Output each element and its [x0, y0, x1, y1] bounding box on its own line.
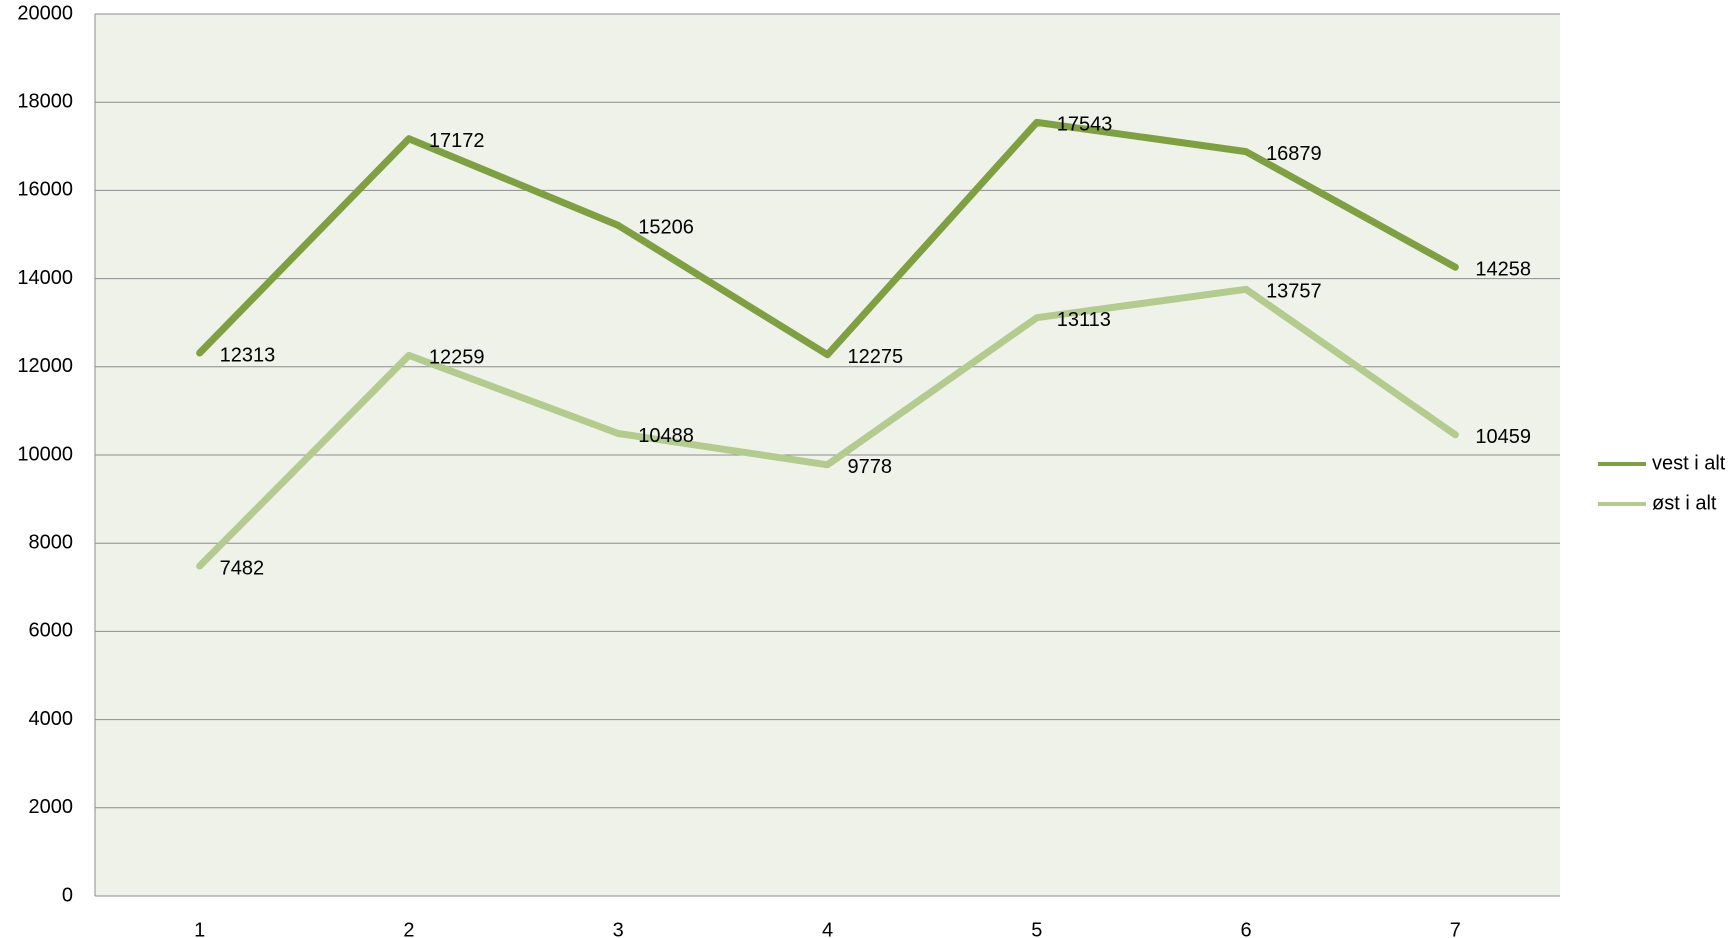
data-label: 10488: [638, 425, 694, 447]
x-tick-label: 3: [613, 919, 624, 938]
legend-label: vest i alt: [1652, 452, 1726, 474]
data-label: 17543: [1057, 114, 1113, 136]
data-label: 14258: [1475, 259, 1531, 281]
x-tick-label: 1: [194, 919, 205, 938]
data-label: 12259: [429, 347, 485, 369]
data-label: 15206: [638, 217, 694, 239]
data-label: 13757: [1266, 281, 1322, 303]
data-label: 10459: [1475, 426, 1531, 448]
y-tick-label: 8000: [29, 531, 74, 553]
series-line: [196, 285, 1459, 570]
x-tick-label: 2: [403, 919, 414, 938]
data-label: 16879: [1266, 143, 1322, 165]
x-tick-label: 4: [822, 919, 833, 938]
data-label: 17172: [429, 130, 485, 152]
data-label: 7482: [220, 557, 265, 579]
y-tick-label: 14000: [17, 267, 73, 289]
y-tick-label: 10000: [17, 443, 73, 465]
y-tick-label: 12000: [17, 355, 73, 377]
series-line: [196, 118, 1459, 359]
x-tick-label: 6: [1241, 919, 1252, 938]
x-tick-label: 5: [1031, 919, 1042, 938]
y-tick-label: 18000: [17, 90, 73, 112]
y-tick-label: 0: [62, 884, 73, 906]
y-tick-label: 2000: [29, 796, 74, 818]
data-label: 12313: [220, 344, 276, 366]
data-label: 12275: [848, 346, 904, 368]
data-label: 9778: [848, 456, 893, 478]
y-tick-label: 16000: [17, 179, 73, 201]
data-label: 13113: [1057, 309, 1111, 331]
legend-label: øst i alt: [1652, 492, 1717, 514]
x-tick-label: 7: [1450, 919, 1461, 938]
y-tick-label: 6000: [29, 620, 74, 642]
y-tick-label: 4000: [29, 708, 74, 730]
y-tick-label: 20000: [17, 2, 73, 24]
